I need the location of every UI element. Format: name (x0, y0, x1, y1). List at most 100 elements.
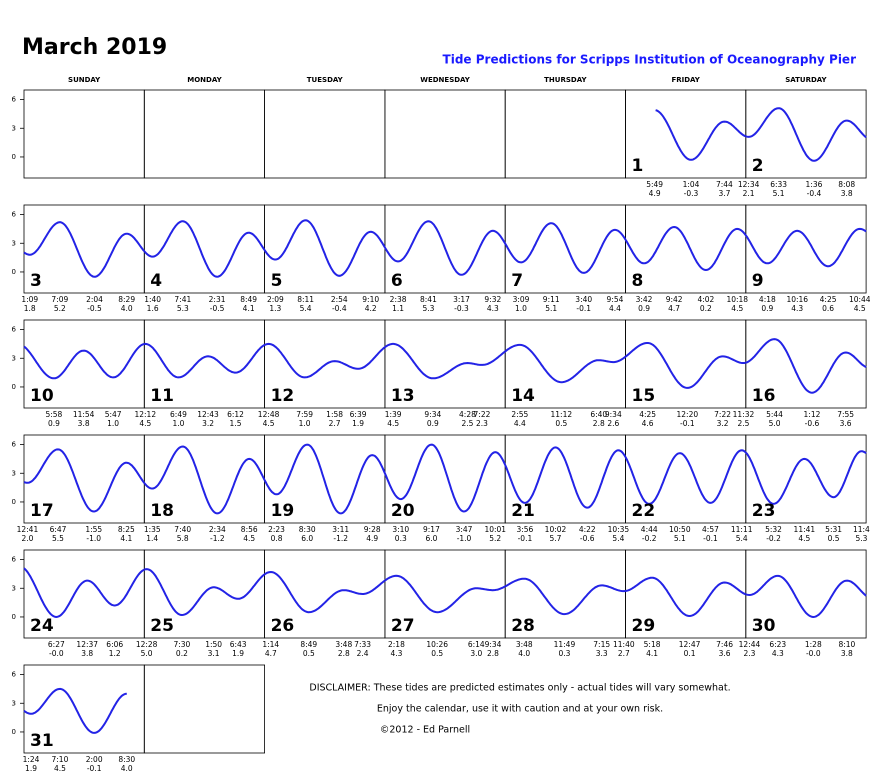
tide-time: 8:08 (838, 180, 855, 189)
day-cell (745, 319, 867, 409)
tide-height: 4.9 (366, 534, 378, 543)
tide-time: 8:56 (241, 525, 258, 534)
tide-height: 5.7 (550, 534, 562, 543)
tide-time: 1:09 (21, 295, 38, 304)
tide-height: 0.3 (395, 534, 407, 543)
tide-curve (23, 448, 146, 513)
tide-time: 5:31 (825, 525, 842, 534)
tide-height: 4.1 (243, 304, 255, 313)
tide-time: 9:17 (423, 525, 440, 534)
tide-curve (263, 219, 386, 277)
tide-time: 6:47 (50, 525, 67, 534)
tide-curve (624, 342, 747, 389)
tide-height: 5.3 (855, 534, 867, 543)
weekday-label: MONDAY (187, 76, 222, 84)
weekday-label: SUNDAY (68, 76, 101, 84)
tide-height: 0.3 (558, 649, 570, 658)
tide-curve (504, 222, 627, 274)
tide-time: 3:17 (453, 295, 470, 304)
tide-curve (144, 568, 266, 617)
day-number: 3 (30, 271, 42, 291)
tide-time: 11:54 (73, 410, 95, 419)
tide-curve (383, 443, 507, 513)
tide-curve (745, 107, 867, 162)
tide-time: 7:46 (716, 640, 733, 649)
y-tick-label: 0 (12, 728, 16, 736)
y-tick-label: 0 (12, 383, 16, 391)
tide-curve (144, 342, 266, 379)
day-cell (264, 89, 386, 179)
tide-time: 10:26 (426, 640, 448, 649)
tide-time: 7:55 (837, 410, 854, 419)
tide-time: 6:40 (590, 410, 607, 419)
tide-height: 2.8 (593, 419, 605, 428)
y-tick-label: 6 (12, 211, 17, 219)
tide-height: 1.8 (24, 304, 36, 313)
tide-time: 10:44 (849, 295, 870, 304)
tide-height: 4.7 (265, 649, 277, 658)
tide-height: 0.5 (555, 419, 567, 428)
day-cell (625, 204, 747, 294)
tide-time: 10:01 (484, 525, 506, 534)
tide-time: 10:18 (726, 295, 748, 304)
tide-height: -0.2 (642, 534, 657, 543)
tide-height: 2.1 (743, 189, 755, 198)
tide-time: 4:28 (459, 410, 476, 419)
tide-time: 7:41 (174, 295, 191, 304)
tide-height: 0.1 (684, 649, 696, 658)
y-tick-label: 3 (12, 239, 16, 247)
tide-height: 5.2 (54, 304, 66, 313)
tide-height: 5.1 (674, 534, 686, 543)
tide-time: 7:15 (593, 640, 610, 649)
tide-height: -0.1 (680, 419, 695, 428)
tide-height: -0.1 (703, 534, 718, 543)
day-number: 10 (30, 386, 54, 406)
tide-height: 6.0 (425, 534, 437, 543)
day-number: 5 (271, 271, 283, 291)
tide-time: 1:39 (385, 410, 402, 419)
tide-curve (264, 570, 386, 614)
tide-height: 4.0 (121, 304, 133, 313)
y-tick-label: 0 (12, 613, 16, 621)
disclaimer: Enjoy the calendar, use it with caution … (377, 704, 663, 715)
tide-time: 10:50 (669, 525, 691, 534)
tide-time: 9:34 (485, 640, 502, 649)
tide-curve (504, 577, 626, 616)
tide-time: 7:33 (354, 640, 371, 649)
tide-curve (624, 449, 747, 505)
tide-height: 5.8 (177, 534, 189, 543)
tide-height: 1.9 (352, 419, 364, 428)
tide-time: 4:18 (759, 295, 776, 304)
tide-curve (384, 574, 506, 614)
tide-curve (745, 450, 867, 505)
tide-time: 8:11 (297, 295, 314, 304)
day-number: 16 (752, 386, 776, 406)
day-cell (264, 204, 386, 294)
tide-time: 6:33 (770, 180, 787, 189)
day-number: 18 (150, 501, 174, 521)
tide-time: 4:02 (697, 295, 714, 304)
tide-time: 1:50 (205, 640, 222, 649)
tide-height: 3.3 (596, 649, 608, 658)
weekday-label: FRIDAY (671, 76, 700, 84)
tide-height: -0.6 (580, 534, 595, 543)
tide-time: 3:10 (392, 525, 409, 534)
tide-curve (504, 446, 627, 509)
y-tick-label: 3 (12, 469, 16, 477)
tide-time: 3:09 (513, 295, 530, 304)
tide-height: -0.0 (806, 649, 821, 658)
tide-time: 5:47 (105, 410, 122, 419)
tide-height: 0.9 (48, 419, 60, 428)
tide-height: -0.6 (805, 419, 820, 428)
tide-time: 11:41 (794, 525, 816, 534)
tide-time: 10:02 (545, 525, 567, 534)
tide-height: 4.3 (487, 304, 499, 313)
tide-height: 5.2 (489, 534, 501, 543)
day-number: 20 (391, 501, 415, 521)
tide-time: 12:37 (76, 640, 98, 649)
tide-height: 2.8 (338, 649, 350, 658)
tide-curve (624, 225, 747, 272)
tide-time: 4:22 (579, 525, 596, 534)
tide-height: 1.9 (232, 649, 244, 658)
disclaimer: DISCLAIMER: These tides are predicted es… (309, 683, 730, 694)
